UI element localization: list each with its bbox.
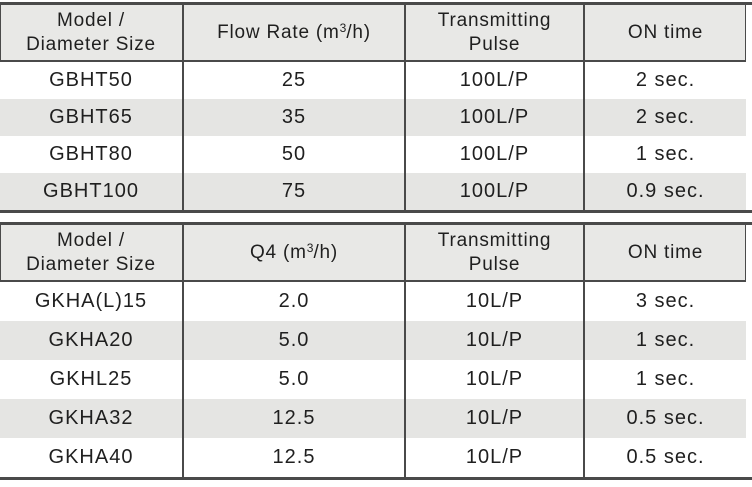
top-rule <box>0 222 752 225</box>
header-transmitting-pulse: Transmitting Pulse <box>406 225 585 280</box>
header-pulse-line1: Transmitting <box>437 230 552 252</box>
cell-q4: 2.0 <box>184 282 406 321</box>
top-rule <box>0 2 752 5</box>
table-row: GKHA32 12.5 10L/P 0.5 sec. <box>0 399 746 438</box>
cell-model: GKHA(L)15 <box>0 282 184 321</box>
header-flow-rate-label: Flow Rate (m3/h) <box>217 20 371 43</box>
header-model-diameter: Model / Diameter Size <box>0 5 184 60</box>
cell-pulse: 10L/P <box>406 438 585 477</box>
cell-on-time: 2 sec. <box>635 69 696 91</box>
cell-on-time: 1 sec. <box>635 368 696 390</box>
cell-on-time: 0.9 sec. <box>626 180 705 202</box>
header-model-line2: Diameter Size <box>26 253 156 275</box>
cell-flow-rate: 25 <box>184 62 406 99</box>
cell-model: GKHA20 <box>0 321 184 360</box>
cell-pulse: 10L/P <box>406 321 585 360</box>
cell-on-time: 1 sec. <box>635 329 696 351</box>
superscript-3: 3 <box>306 240 314 255</box>
header-pulse-line2: Pulse <box>468 253 521 275</box>
superscript-3: 3 <box>339 20 347 35</box>
q4-table: Model / Diameter Size Q4 (m3/h) Transmit… <box>0 222 752 480</box>
cell-q4: 12.5 <box>184 438 406 477</box>
cell-model: GKHL25 <box>0 360 184 399</box>
cell-on-time: 0.5 sec. <box>626 407 705 429</box>
table-row: GKHA40 12.5 10L/P 0.5 sec. <box>0 438 746 477</box>
cell-flow-rate: 35 <box>184 99 406 136</box>
table-header-row: Model / Diameter Size Flow Rate (m3/h) T… <box>0 5 746 62</box>
flow-rate-table: Model / Diameter Size Flow Rate (m3/h) T… <box>0 2 752 213</box>
header-q4: Q4 (m3/h) <box>184 225 406 280</box>
table-row: GBHT100 75 100L/P 0.9 sec. <box>0 173 746 210</box>
table-gap <box>0 213 752 222</box>
table-body: GBHT50 25 100L/P 2 sec. GBHT65 35 100L/P… <box>0 62 746 210</box>
cell-model: GBHT100 <box>0 173 184 210</box>
table-row: GBHT65 35 100L/P 2 sec. <box>0 99 746 136</box>
cell-flow-rate: 75 <box>184 173 406 210</box>
header-pulse-line1: Transmitting <box>437 10 552 32</box>
bottom-rule <box>0 210 752 213</box>
table-row: GBHT80 50 100L/P 1 sec. <box>0 136 746 173</box>
header-model-line1: Model / <box>57 10 125 32</box>
cell-model: GBHT80 <box>0 136 184 173</box>
table-header-row: Model / Diameter Size Q4 (m3/h) Transmit… <box>0 225 746 282</box>
cell-model: GKHA32 <box>0 399 184 438</box>
cell-on-time: 2 sec. <box>635 106 696 128</box>
cell-pulse: 100L/P <box>406 173 585 210</box>
cell-pulse: 10L/P <box>406 360 585 399</box>
cell-pulse: 100L/P <box>406 62 585 99</box>
cell-on-time: 0.5 sec. <box>626 446 705 468</box>
header-model-diameter: Model / Diameter Size <box>0 225 184 280</box>
cell-q4: 5.0 <box>184 321 406 360</box>
header-on-time: ON time <box>627 241 704 263</box>
table-body: GKHA(L)15 2.0 10L/P 3 sec. GKHA20 5.0 10… <box>0 282 746 477</box>
table-row: GBHT50 25 100L/P 2 sec. <box>0 62 746 99</box>
header-pulse-line2: Pulse <box>468 33 521 55</box>
cell-model: GBHT65 <box>0 99 184 136</box>
cell-pulse: 100L/P <box>406 99 585 136</box>
header-on-time: ON time <box>627 21 704 43</box>
bottom-rule <box>0 477 752 480</box>
cell-flow-rate: 50 <box>184 136 406 173</box>
table-row: GKHA20 5.0 10L/P 1 sec. <box>0 321 746 360</box>
header-transmitting-pulse: Transmitting Pulse <box>406 5 585 60</box>
table-row: GKHL25 5.0 10L/P 1 sec. <box>0 360 746 399</box>
header-model-line1: Model / <box>57 230 125 252</box>
cell-pulse: 10L/P <box>406 399 585 438</box>
header-q4-label: Q4 (m3/h) <box>249 240 339 263</box>
cell-on-time: 1 sec. <box>635 143 696 165</box>
header-flow-rate: Flow Rate (m3/h) <box>184 5 406 60</box>
cell-model: GBHT50 <box>0 62 184 99</box>
table-row: GKHA(L)15 2.0 10L/P 3 sec. <box>0 282 746 321</box>
cell-pulse: 100L/P <box>406 136 585 173</box>
cell-pulse: 10L/P <box>406 282 585 321</box>
header-model-line2: Diameter Size <box>26 33 156 55</box>
cell-q4: 12.5 <box>184 399 406 438</box>
cell-on-time: 3 sec. <box>635 290 696 312</box>
cell-q4: 5.0 <box>184 360 406 399</box>
cell-model: GKHA40 <box>0 438 184 477</box>
